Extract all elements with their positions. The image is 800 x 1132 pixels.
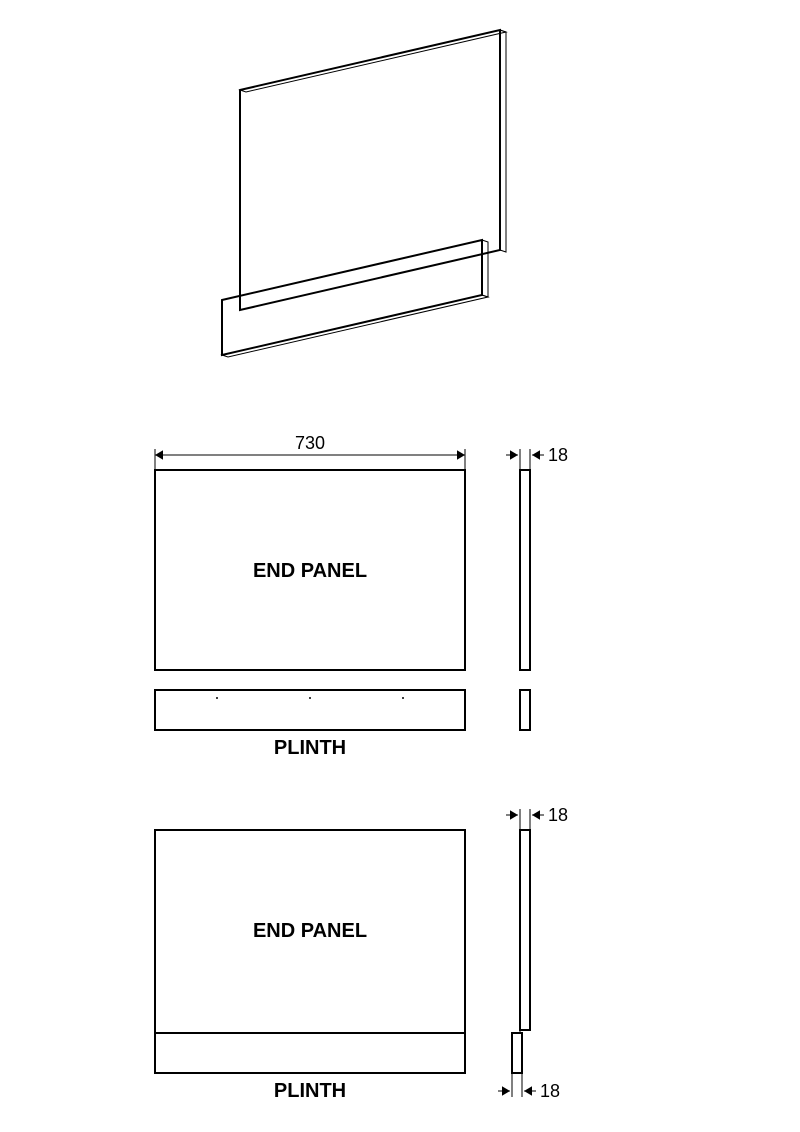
svg-text:18: 18 (548, 445, 568, 465)
svg-text:END PANEL: END PANEL (253, 920, 367, 942)
svg-text:730: 730 (295, 433, 325, 453)
end-panel-side-2 (520, 830, 530, 1030)
svg-text:18: 18 (540, 1081, 560, 1101)
svg-text:PLINTH: PLINTH (274, 737, 346, 759)
svg-text:18: 18 (548, 805, 568, 825)
plinth-front (155, 690, 465, 730)
plinth-side-2 (512, 1033, 522, 1073)
svg-text:PLINTH: PLINTH (274, 1080, 346, 1102)
svg-text:END PANEL: END PANEL (253, 560, 367, 582)
end-panel-plinth-assembled-front (155, 830, 465, 1073)
plinth-side (520, 690, 530, 730)
end-panel-side (520, 470, 530, 670)
